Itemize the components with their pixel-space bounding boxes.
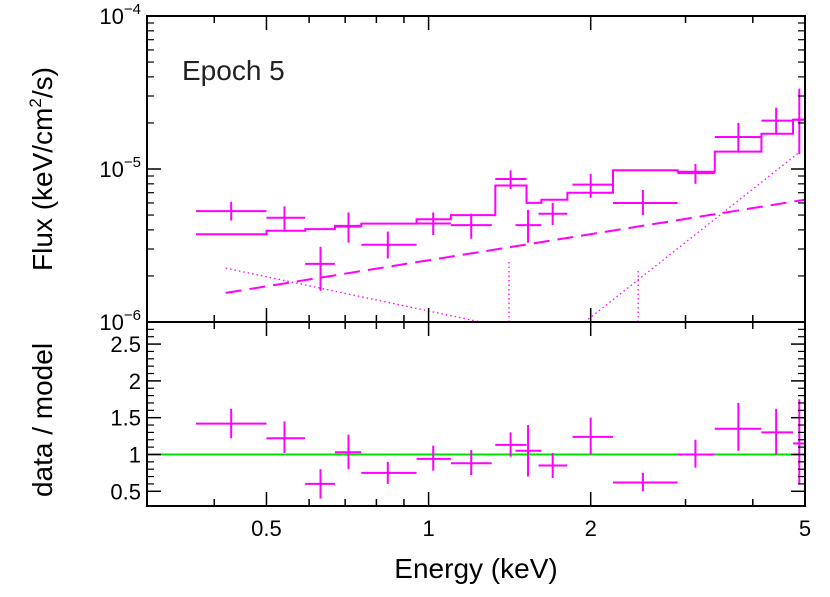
model-soft-dotted — [225, 267, 481, 322]
model-hard-dotted — [584, 151, 801, 322]
ratio-panel: 0.5 1 1.5 2 2.5 data / model — [27, 321, 806, 507]
ratio-y-tick-label: 0.5 — [110, 479, 141, 504]
data-point — [416, 445, 451, 471]
data-point — [538, 202, 568, 226]
data-point — [305, 246, 335, 291]
data-point — [761, 107, 794, 135]
top-y-axis-title: Flux (keV/cm2/s) — [26, 67, 58, 271]
data-point — [612, 472, 678, 492]
data-point — [196, 408, 267, 439]
ratio-y-axis-title: data / model — [27, 343, 58, 497]
data-point — [334, 434, 362, 470]
model-total-step — [196, 118, 805, 236]
y-tick-base: 10 — [99, 157, 123, 182]
ratio-data-points — [196, 399, 805, 499]
y-tick-label: 10−6 — [99, 307, 141, 335]
x-axis-title: Energy (keV) — [394, 553, 557, 584]
data-point — [515, 209, 542, 243]
x-tick-label: 2 — [585, 516, 597, 541]
data-point — [196, 201, 267, 221]
data-point — [515, 425, 542, 477]
top-y-axis-title-end: /s) — [27, 67, 58, 98]
data-point — [714, 122, 762, 152]
ratio-y-tick-label: 2 — [129, 369, 141, 394]
data-point — [572, 173, 613, 198]
data-point — [266, 421, 306, 454]
data-point — [761, 408, 794, 455]
data-point — [361, 461, 417, 484]
y-tick-base: 10 — [99, 4, 123, 29]
model-powerlaw-dashed — [225, 198, 805, 294]
data-point — [416, 212, 451, 236]
data-point — [793, 88, 805, 155]
top-y-axis-title-main: Flux (keV/cm — [27, 108, 58, 271]
ratio-y-tick-label: 1.5 — [110, 406, 141, 431]
y-tick-exponent: −6 — [124, 307, 141, 324]
ratio-axis-ticks: 0.5 1 1.5 2 2.5 — [110, 328, 805, 504]
data-point — [714, 402, 762, 451]
data-point — [495, 170, 527, 190]
ratio-plot-frame — [146, 321, 806, 507]
top-axis-ticks: 10−610−510−4 — [99, 1, 805, 335]
y-tick-label: 10−4 — [99, 1, 141, 29]
data-point — [361, 231, 417, 259]
x-tick-label: 1 — [422, 516, 434, 541]
epoch-label: Epoch 5 — [182, 55, 285, 86]
data-point — [677, 163, 715, 184]
x-axis-ticks: 0.5 1 2 5 — [146, 16, 811, 541]
data-point — [266, 206, 306, 230]
y-tick-exponent: −5 — [124, 154, 141, 171]
y-tick-label: 10−5 — [99, 154, 141, 182]
ratio-y-tick-label: 1 — [129, 442, 141, 467]
data-point — [305, 469, 335, 499]
top-panel: 10−610−510−4 Epoch 5 Flux (keV/cm2/s) — [26, 1, 806, 335]
top-model-curves — [196, 118, 805, 322]
x-tick-label: 0.5 — [251, 516, 282, 541]
x-tick-label: 5 — [799, 516, 811, 541]
data-point — [572, 417, 613, 455]
y-tick-exponent: −4 — [124, 1, 141, 18]
data-point — [612, 189, 678, 216]
data-point — [677, 439, 715, 468]
data-point — [495, 432, 527, 457]
data-point — [538, 453, 568, 479]
top-y-axis-title-sup: 2 — [26, 98, 45, 107]
data-point — [450, 213, 492, 239]
top-data-points — [196, 88, 805, 291]
data-point — [450, 450, 492, 476]
ratio-y-tick-label: 2.5 — [110, 332, 141, 357]
y-tick-base: 10 — [99, 310, 123, 335]
data-point — [334, 212, 362, 243]
data-point — [793, 399, 805, 484]
